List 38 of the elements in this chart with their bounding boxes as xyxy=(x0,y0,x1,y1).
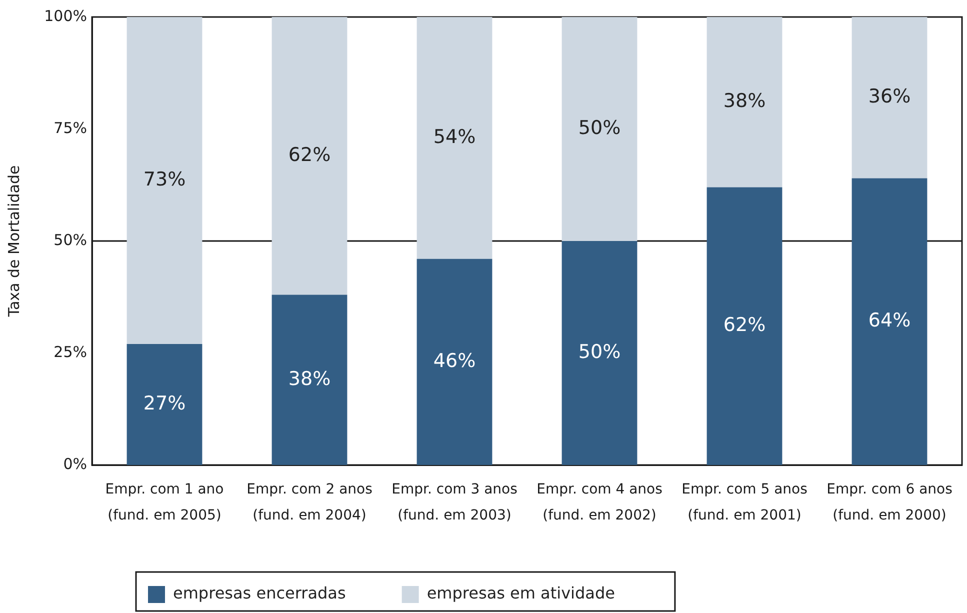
x-tick-label: Empr. com 6 anos (fund. em 2000) xyxy=(826,482,952,524)
bar xyxy=(852,178,928,465)
x-tick-label: Empr. com 3 anos (fund. em 2003) xyxy=(392,482,518,524)
y-tick-label: 75% xyxy=(54,118,87,137)
data-label: 73% xyxy=(143,168,186,190)
bar xyxy=(272,17,348,295)
bar xyxy=(416,17,492,259)
x-tick-label: Empr. com 4 anos (fund. em 2002) xyxy=(536,482,662,524)
legend-label: empresas encerradas xyxy=(173,584,346,603)
bar xyxy=(706,17,782,188)
data-label: 62% xyxy=(723,314,766,336)
data-label: 50% xyxy=(578,116,621,139)
data-label: 38% xyxy=(288,368,331,390)
bar xyxy=(416,258,492,465)
x-tick-label: Empr. com 1 ano (fund. em 2005) xyxy=(105,482,224,524)
y-axis-title: Taxa de Mortalidade xyxy=(4,165,23,318)
data-label: 64% xyxy=(868,310,911,332)
data-label: 54% xyxy=(433,126,476,148)
bar xyxy=(706,187,782,465)
data-label: 62% xyxy=(288,144,331,166)
data-label: 46% xyxy=(433,350,476,372)
data-label: 27% xyxy=(143,392,186,414)
legend-label: empresas em atividade xyxy=(426,584,615,603)
data-label: 36% xyxy=(868,86,911,108)
bar xyxy=(272,294,348,465)
bar xyxy=(562,17,638,241)
bar xyxy=(126,17,202,344)
data-label: 38% xyxy=(723,90,766,112)
data-label: 50% xyxy=(578,340,621,363)
x-tick-label: Empr. com 2 anos (fund. em 2004) xyxy=(246,482,372,524)
y-tick-label: 25% xyxy=(54,342,87,361)
bar xyxy=(562,241,638,465)
x-tick-label: Empr. com 5 anos (fund. em 2001) xyxy=(682,482,808,524)
y-tick-label: 100% xyxy=(44,6,87,25)
bar xyxy=(126,344,202,465)
y-tick-label: 0% xyxy=(63,454,87,473)
y-tick-label: 50% xyxy=(54,230,87,249)
bar xyxy=(852,17,928,178)
